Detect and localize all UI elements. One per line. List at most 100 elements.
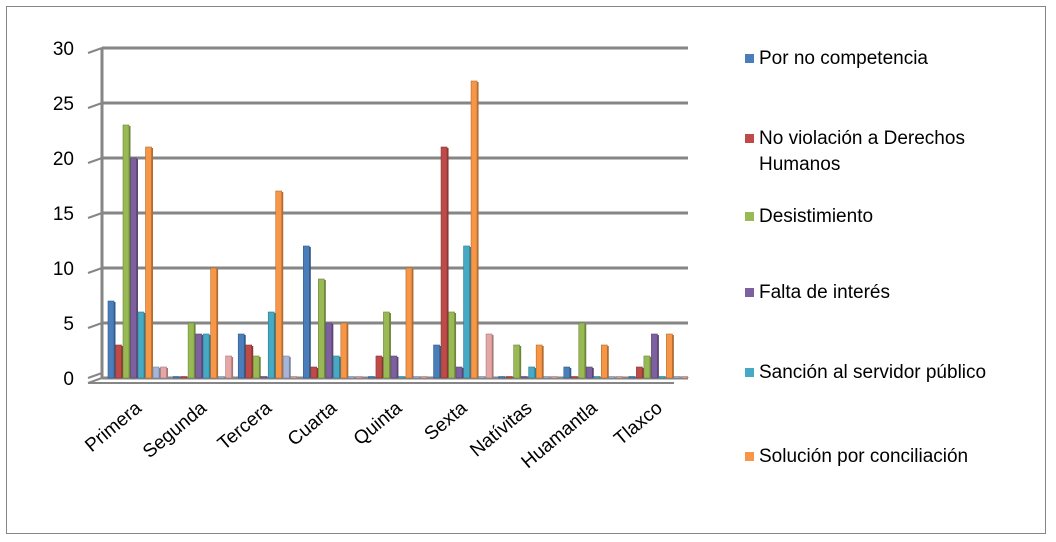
bar-side xyxy=(584,324,587,378)
bar-side xyxy=(607,346,609,378)
bar-side xyxy=(622,377,624,378)
bar xyxy=(543,376,550,379)
bar-side xyxy=(231,357,234,378)
bar-side xyxy=(259,357,261,378)
bar-side xyxy=(216,269,219,378)
bar xyxy=(252,355,260,379)
bar xyxy=(333,355,340,379)
gridline-depth xyxy=(87,102,103,109)
bar xyxy=(405,267,413,379)
bar xyxy=(195,333,202,379)
bar xyxy=(578,322,586,379)
bar xyxy=(563,366,571,379)
bar-side xyxy=(339,357,341,378)
bar-side xyxy=(159,368,161,378)
bar xyxy=(217,376,225,379)
legend-label: Desistimiento xyxy=(759,206,874,227)
bar-side xyxy=(289,357,291,378)
legend-label: No violación a Derechos Humanos xyxy=(759,128,965,175)
bar xyxy=(375,355,383,379)
legend-swatch xyxy=(745,54,754,63)
bar xyxy=(325,322,333,379)
y-tick-label: 25 xyxy=(53,94,74,115)
x-tick-label: Cuarta xyxy=(284,397,342,450)
bar-side xyxy=(396,357,399,378)
bar-side xyxy=(592,368,594,378)
legend-item: No violación a Derechos Humanos xyxy=(745,126,1049,178)
legend-item: Falta de interés xyxy=(745,280,1049,306)
bar-side xyxy=(577,377,579,378)
bar xyxy=(210,267,217,379)
bar xyxy=(413,376,420,379)
bar xyxy=(505,376,513,379)
legend-item: Desistimiento xyxy=(745,204,1049,230)
bar xyxy=(463,245,470,379)
bar xyxy=(310,366,318,379)
bar xyxy=(658,376,666,379)
bar-side xyxy=(129,126,131,378)
legend-label: Sanción al servidor público xyxy=(759,362,987,383)
bar xyxy=(455,366,463,379)
bar-side xyxy=(569,368,572,378)
x-tick-label: Tercera xyxy=(214,397,276,454)
y-tick-label: 0 xyxy=(63,369,74,390)
bar xyxy=(180,376,187,379)
x-tick-label: Quinta xyxy=(350,397,407,449)
bar-side xyxy=(657,335,659,378)
bar-side xyxy=(649,357,652,378)
chart-frame xyxy=(6,6,1046,534)
legend-swatch xyxy=(745,452,754,461)
bar xyxy=(383,311,390,379)
bar xyxy=(187,322,195,379)
bar-side xyxy=(426,377,429,378)
gridline-depth xyxy=(87,267,103,274)
bar-side xyxy=(484,377,487,378)
bar xyxy=(433,344,440,379)
bar-side xyxy=(166,368,168,378)
bar xyxy=(275,190,283,379)
y-tick-label: 5 xyxy=(63,314,74,335)
bar-side xyxy=(381,357,384,378)
bar-side xyxy=(404,377,406,378)
bar-side xyxy=(251,346,254,378)
x-tick-label: Primera xyxy=(81,397,146,456)
bar xyxy=(348,376,355,379)
bar-side xyxy=(447,148,449,378)
y-tick-label: 20 xyxy=(53,149,74,170)
bar-side xyxy=(419,377,421,378)
bar xyxy=(570,376,578,379)
bar xyxy=(282,355,290,379)
x-tick-label: Sexta xyxy=(421,397,472,445)
bar xyxy=(615,376,623,379)
legend-label: Solución por conciliación xyxy=(759,446,969,467)
bar-side xyxy=(469,247,472,378)
bar-side xyxy=(374,377,376,378)
bar-side xyxy=(439,346,442,378)
bar-side xyxy=(664,377,667,378)
bar xyxy=(260,376,268,379)
bar xyxy=(368,376,375,379)
y-tick-label: 10 xyxy=(53,259,74,280)
bar xyxy=(608,376,616,379)
bar xyxy=(550,376,558,379)
bar xyxy=(290,376,298,379)
legend-item: Sanción al servidor público xyxy=(745,360,1049,386)
bar xyxy=(673,376,681,379)
bar-side xyxy=(179,377,181,378)
legend-swatch xyxy=(745,134,754,143)
bar-side xyxy=(194,324,196,378)
bar xyxy=(528,366,535,379)
bar-side xyxy=(114,302,116,378)
bar xyxy=(398,376,405,379)
bar xyxy=(440,146,448,379)
bar-side xyxy=(354,377,356,378)
bar-side xyxy=(454,313,457,378)
bar-side xyxy=(477,82,479,378)
bar xyxy=(115,344,122,379)
bar xyxy=(651,333,658,379)
legend-item: Por no competencia xyxy=(745,46,1049,72)
bar-side xyxy=(186,377,189,378)
bar xyxy=(355,376,363,379)
bar-side xyxy=(492,335,494,378)
x-tick-label: Segunda xyxy=(139,397,211,462)
